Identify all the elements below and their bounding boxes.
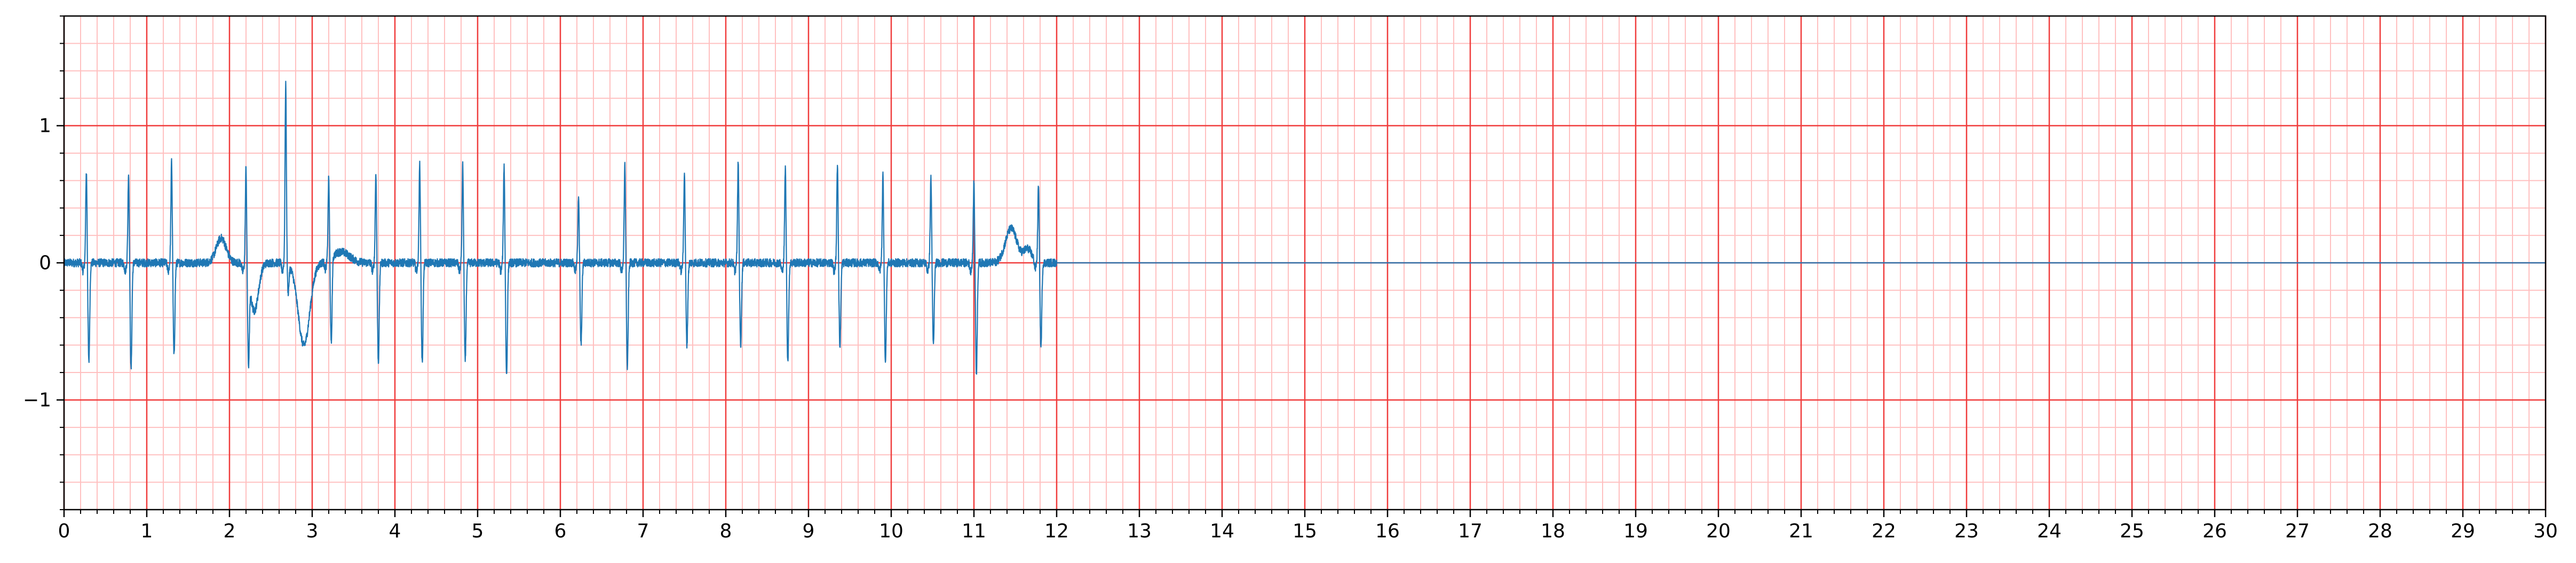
x-tick-label: 24 xyxy=(2037,520,2062,542)
x-tick-label: 4 xyxy=(389,520,401,542)
x-tick-label: 19 xyxy=(1623,520,1648,542)
x-tick-label: 14 xyxy=(1210,520,1234,542)
x-tick-label: 9 xyxy=(803,520,815,542)
x-tick-label: 5 xyxy=(472,520,484,542)
x-axis: 0 1 2 3 4 5 6 7 8 9 10 11 12 13 14 15 16 17 18 19 20 21 22 23 24… xyxy=(58,510,2558,542)
x-tick-label: 17 xyxy=(1458,520,1483,542)
x-tick-label: 26 xyxy=(2202,520,2227,542)
x-tick-label: 1 xyxy=(141,520,153,542)
series-layer xyxy=(63,81,2546,375)
x-tick-label: 22 xyxy=(1872,520,1896,542)
x-tick-label: 15 xyxy=(1293,520,1317,542)
x-tick-label: 8 xyxy=(720,520,732,542)
x-tick-label: 2 xyxy=(224,520,236,542)
x-tick-label: 6 xyxy=(554,520,567,542)
x-tick-label: 13 xyxy=(1127,520,1152,542)
x-tick-label: 7 xyxy=(637,520,649,542)
x-tick-label: 18 xyxy=(1541,520,1565,542)
x-tick-label: 23 xyxy=(1954,520,1979,542)
x-tick-label: 29 xyxy=(2451,520,2475,542)
x-tick-label: 21 xyxy=(1789,520,1813,542)
y-tick-label: 0 xyxy=(39,252,51,274)
y-tick-label: −1 xyxy=(23,389,51,411)
x-tick-label: 27 xyxy=(2285,520,2310,542)
x-tick-label: 0 xyxy=(58,520,70,542)
y-tick-label: 1 xyxy=(39,115,51,137)
x-tick-label: 28 xyxy=(2368,520,2392,542)
y-axis: −1 0 1 xyxy=(23,15,64,510)
x-tick-label: 25 xyxy=(2120,520,2144,542)
x-tick-label: 11 xyxy=(962,520,986,542)
x-tick-label: 12 xyxy=(1044,520,1069,542)
x-tick-label: 30 xyxy=(2533,520,2558,542)
x-tick-label: 16 xyxy=(1375,520,1400,542)
x-tick-label: 3 xyxy=(306,520,319,542)
ecg-series-line xyxy=(63,81,2546,375)
x-tick-label: 20 xyxy=(1706,520,1731,542)
x-tick-label: 10 xyxy=(879,520,903,542)
